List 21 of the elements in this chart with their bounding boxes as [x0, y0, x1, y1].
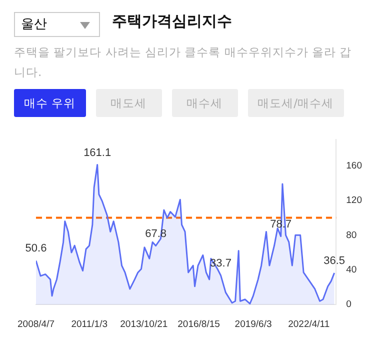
chart-subtitle: 주택을 팔기보다 사려는 심리가 클수록 매수우위지수가 올라 갑니다.	[14, 44, 353, 81]
text: 매수세	[172, 89, 238, 117]
y-tick-label: 160	[346, 160, 362, 172]
x-tick-label: 2011/1/3	[71, 318, 108, 330]
x-tick-label: 2013/10/21	[120, 318, 168, 330]
x-tick-label: 2019/6/3	[234, 318, 272, 330]
x-tick-label: 2022/4/11	[288, 318, 330, 330]
y-tick-label: 40	[346, 264, 357, 276]
y-tick-label: 80	[346, 230, 357, 241]
text: 매도세	[96, 89, 162, 117]
y-tick-label: 120	[346, 195, 362, 206]
annotation: 161.1	[84, 146, 112, 159]
x-tick-label: 2008/4/7	[18, 318, 54, 330]
chart-title: 주택가격심리지수	[112, 12, 232, 31]
x-tick-label: 2016/8/15	[178, 318, 220, 330]
text: 매수 우위	[14, 89, 86, 117]
annotation: 36.5	[324, 254, 346, 267]
y-tick-label: 0	[346, 299, 352, 310]
text: 울산	[14, 12, 100, 37]
text: 매도세/매수세	[248, 89, 344, 117]
annotation: 50.6	[25, 242, 47, 255]
